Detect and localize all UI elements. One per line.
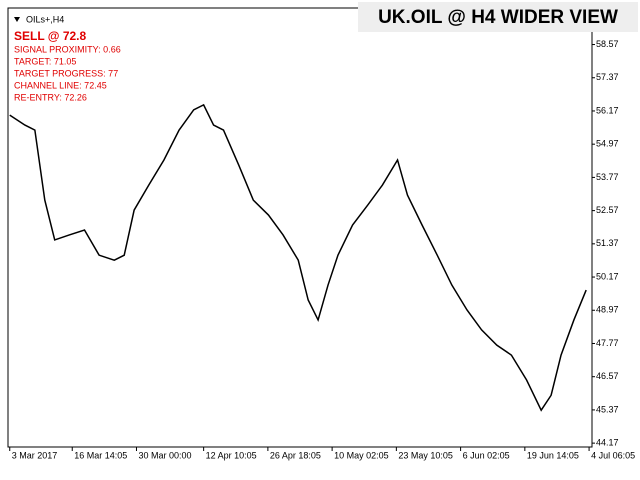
y-tick-label: 54.97 [596, 139, 619, 149]
x-tick-label: 16 Mar 14:05 [74, 450, 127, 460]
y-tick-label: 45.37 [596, 404, 619, 414]
y-tick-label: 58.57 [596, 39, 619, 49]
y-tick-label: 51.37 [596, 238, 619, 248]
y-tick-label: 56.17 [596, 105, 619, 115]
y-tick-label: 47.77 [596, 338, 619, 348]
price-line [9, 103, 587, 412]
title-box [358, 2, 638, 32]
signal-label: SELL @ 72.8 [14, 29, 87, 43]
info-label: RE-ENTRY: 72.26 [14, 92, 87, 102]
x-tick-label: 3 Mar 2017 [12, 450, 58, 460]
x-tick-label: 26 Apr 18:05 [270, 450, 321, 460]
symbol-label: OILs+,H4 [26, 14, 64, 24]
y-tick-label: 48.97 [596, 305, 619, 315]
y-tick-label: 44.17 [596, 437, 619, 447]
y-tick-label: 57.37 [596, 72, 619, 82]
y-tick-label: 53.77 [596, 172, 619, 182]
x-tick-label: 19 Jun 14:05 [527, 450, 579, 460]
info-label: TARGET: 71.05 [14, 56, 76, 66]
x-tick-label: 10 May 02:05 [334, 450, 389, 460]
info-label: CHANNEL LINE: 72.45 [14, 80, 107, 90]
info-label: TARGET PROGRESS: 77 [14, 68, 118, 78]
x-tick-label: 23 May 10:05 [398, 450, 453, 460]
x-tick-label: 30 Mar 00:00 [138, 450, 191, 460]
symbol-icon [14, 17, 20, 22]
y-tick-label: 50.17 [596, 271, 619, 281]
y-tick-label: 52.57 [596, 205, 619, 215]
chart-title: UK.OIL @ H4 WIDER VIEW [378, 7, 618, 28]
plot-frame [7, 7, 593, 448]
info-label: SIGNAL PROXIMITY: 0.66 [14, 44, 121, 54]
x-tick-label: 6 Jun 02:05 [463, 450, 510, 460]
x-tick-label: 4 Jul 06:05 [591, 450, 635, 460]
x-tick-label: 12 Apr 10:05 [206, 450, 257, 460]
y-tick-label: 46.57 [596, 371, 619, 381]
